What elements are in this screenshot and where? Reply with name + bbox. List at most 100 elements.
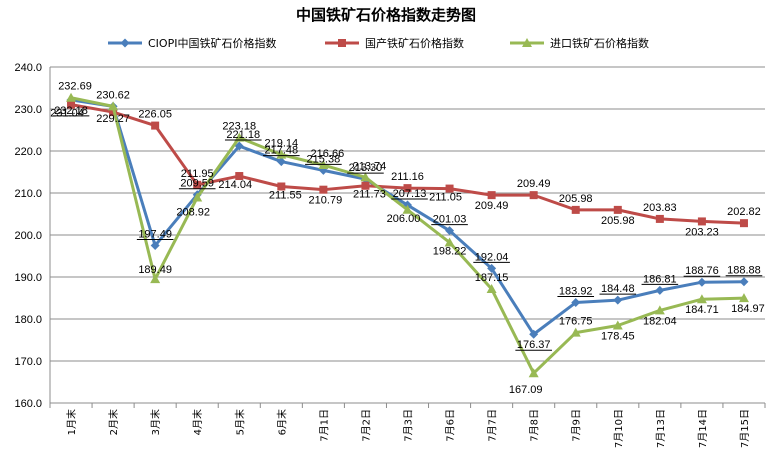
data-point — [654, 305, 665, 315]
data-label: 208.92 — [176, 207, 210, 219]
data-label: 221.18 — [226, 129, 260, 141]
x-tick-label: 6月末 — [275, 409, 288, 435]
legend-item-1: CIOPI中国铁矿石价格指数 — [108, 36, 276, 50]
data-point — [235, 172, 244, 181]
x-tick-label: 7月3日 — [403, 409, 415, 442]
data-label: 176.75 — [559, 316, 593, 328]
data-point — [319, 185, 328, 194]
data-labels-layer: 232.18 230.62 197.49 209.59 221.18 217.48 215.… — [50, 81, 765, 397]
x-tick-label: 7月6日 — [445, 409, 457, 442]
data-point — [486, 283, 497, 293]
x-tick-label: 7月9日 — [571, 409, 583, 442]
data-point — [739, 219, 748, 228]
data-label: 178.45 — [601, 331, 635, 343]
legend-label: CIOPI中国铁矿石价格指数 — [148, 36, 276, 50]
data-label: 213.74 — [353, 160, 387, 172]
data-label: 198.22 — [433, 245, 467, 257]
legend-item-3: 进口铁矿石价格指数 — [510, 36, 649, 50]
data-point — [613, 295, 623, 305]
data-label: 211.95 — [181, 168, 214, 180]
data-point — [696, 294, 707, 304]
data-label: 188.76 — [685, 265, 719, 277]
data-point — [522, 38, 532, 47]
y-tick-label: 170.0 — [14, 356, 42, 368]
y-tick-label: 210.0 — [14, 188, 42, 200]
data-point — [150, 241, 160, 251]
data-point — [570, 327, 581, 337]
y-tick-label: 240.0 — [14, 62, 42, 74]
data-label: 216.66 — [311, 148, 345, 160]
y-tick-label: 220.0 — [14, 146, 42, 158]
legend-item-2: 国产铁矿石价格指数 — [325, 36, 464, 50]
x-tick-label: 7月14日 — [697, 409, 709, 448]
data-label: 223.18 — [222, 121, 256, 133]
series-3 — [66, 92, 749, 378]
data-point — [360, 172, 371, 182]
data-label: 184.48 — [601, 283, 635, 295]
data-point — [738, 293, 749, 303]
data-point — [529, 329, 539, 339]
data-label: 232.69 — [58, 81, 92, 93]
data-label: 232.18 — [54, 105, 88, 117]
y-tick-label: 230.0 — [14, 104, 42, 116]
data-point — [277, 182, 286, 191]
data-point — [487, 191, 496, 200]
x-tick-label: 3月末 — [149, 409, 162, 435]
data-point — [697, 277, 707, 287]
data-point — [361, 181, 370, 190]
data-point — [192, 192, 203, 202]
data-label: 205.98 — [559, 193, 593, 205]
data-point — [403, 184, 412, 193]
data-point — [571, 205, 580, 214]
data-label: 219.14 — [264, 138, 298, 150]
data-point — [697, 217, 706, 226]
data-label: 201.03 — [433, 214, 467, 226]
data-point — [444, 237, 455, 247]
data-point — [66, 92, 77, 102]
data-label: 186.81 — [643, 273, 677, 285]
data-label: 197.49 — [138, 229, 172, 241]
x-tick-label: 7月10日 — [613, 409, 625, 448]
data-label: 230.62 — [96, 89, 130, 101]
data-point — [655, 214, 664, 223]
x-tick-label: 7月1日 — [318, 409, 330, 442]
x-tick-label: 5月末 — [233, 409, 246, 435]
data-label: 189.49 — [138, 264, 172, 276]
x-tick-label: 7月8日 — [529, 409, 541, 442]
data-label: 192.04 — [475, 251, 509, 263]
data-label: 214.04 — [218, 179, 252, 191]
data-point — [234, 141, 244, 151]
data-label: 205.98 — [601, 215, 635, 227]
legend-label: 进口铁矿石价格指数 — [550, 36, 649, 50]
series-layer — [66, 92, 749, 378]
data-label: 188.88 — [727, 265, 761, 277]
data-label: 211.16 — [391, 171, 424, 183]
data-label: 226.05 — [138, 109, 172, 121]
data-point — [612, 320, 623, 330]
data-label: 231.04 — [50, 108, 84, 120]
data-label: 202.82 — [727, 206, 761, 218]
data-label: 229.27 — [96, 113, 130, 125]
data-label: 217.48 — [264, 145, 298, 157]
data-point — [613, 205, 622, 214]
data-label: 206.00 — [387, 213, 421, 225]
data-label: 167.09 — [509, 384, 543, 396]
data-point — [276, 157, 286, 167]
data-point — [276, 149, 287, 159]
data-label: 209.59 — [180, 178, 214, 190]
data-label: 215.38 — [307, 153, 341, 165]
x-tick-label: 4月末 — [191, 409, 204, 435]
data-point — [150, 274, 161, 284]
data-label: 203.83 — [643, 202, 677, 214]
y-tick-label: 200.0 — [14, 230, 42, 242]
data-label: 184.97 — [731, 303, 765, 315]
data-point — [67, 100, 76, 109]
data-point — [529, 191, 538, 200]
legend: CIOPI中国铁矿石价格指数 国产铁矿石价格指数 进口铁矿石价格指数 — [108, 36, 649, 50]
data-label: 213.30 — [349, 162, 383, 174]
y-tick-label: 180.0 — [14, 314, 42, 326]
data-point — [571, 298, 581, 308]
x-tick-label: 7月15日 — [739, 409, 751, 448]
data-point — [234, 132, 245, 142]
data-point — [338, 39, 346, 47]
